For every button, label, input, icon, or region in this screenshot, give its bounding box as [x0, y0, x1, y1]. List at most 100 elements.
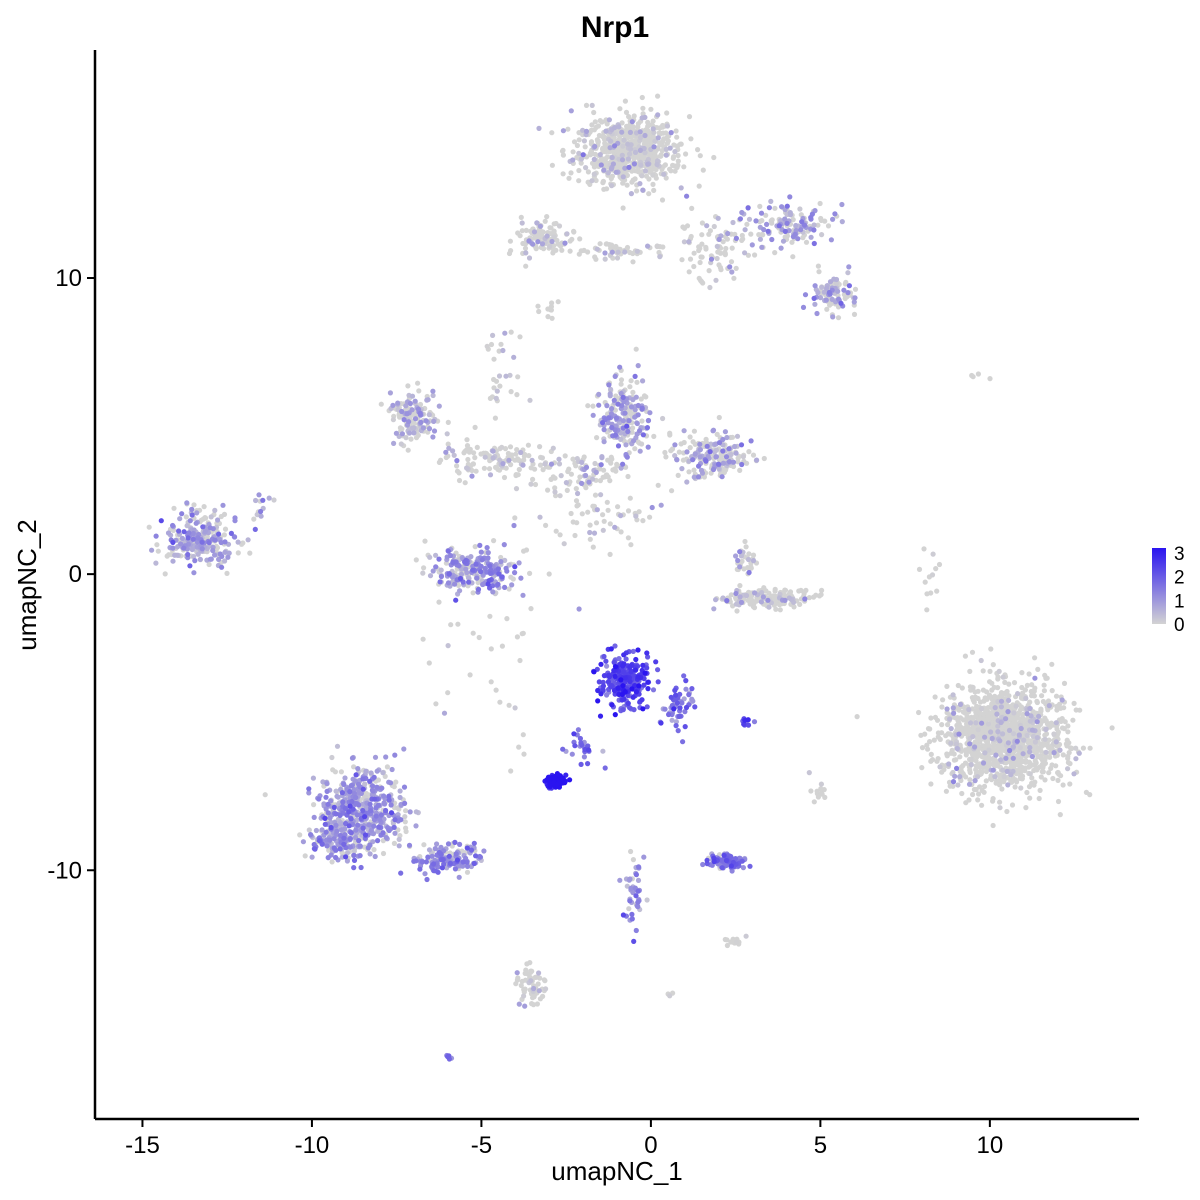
data-point: [708, 256, 715, 262]
data-point: [696, 463, 702, 469]
data-point: [640, 518, 646, 524]
data-point: [593, 124, 599, 130]
data-point: [696, 247, 702, 254]
data-point: [750, 552, 757, 558]
data-point: [403, 808, 409, 814]
data-point: [1012, 784, 1018, 790]
data-point: [639, 94, 645, 101]
data-point: [573, 498, 580, 504]
data-point: [691, 263, 697, 270]
data-point: [678, 441, 684, 447]
data-point: [630, 250, 636, 257]
data-point: [438, 573, 444, 580]
data-point: [425, 854, 431, 860]
data-point: [506, 562, 512, 568]
data-point: [464, 863, 471, 870]
data-point: [925, 746, 931, 752]
data-point: [445, 690, 451, 696]
data-point: [170, 558, 176, 564]
data-point: [957, 774, 963, 780]
data-point: [613, 169, 619, 175]
data-point: [560, 171, 566, 177]
data-point: [559, 247, 565, 253]
data-point: [686, 114, 693, 120]
data-point: [845, 290, 851, 296]
data-point: [647, 410, 653, 416]
data-point: [479, 557, 485, 563]
data-point: [941, 767, 947, 773]
data-point: [455, 621, 461, 627]
data-point: [472, 544, 478, 550]
data-point: [733, 450, 739, 456]
data-point: [699, 279, 705, 285]
data-point: [1029, 682, 1035, 688]
data-point: [383, 754, 389, 760]
data-point: [1005, 782, 1011, 788]
data-point: [722, 429, 729, 435]
data-point: [1042, 732, 1048, 738]
data-point: [944, 706, 950, 712]
data-point: [1007, 747, 1013, 754]
data-point: [729, 269, 735, 275]
data-point: [507, 372, 513, 378]
data-point: [391, 440, 397, 446]
data-point: [1029, 753, 1035, 760]
data-point: [720, 460, 727, 466]
data-point: [1067, 781, 1073, 787]
data-point: [464, 869, 471, 875]
data-point: [371, 823, 377, 829]
data-point: [1003, 755, 1009, 761]
data-point: [812, 283, 818, 289]
data-point: [988, 775, 994, 782]
data-point: [620, 461, 626, 467]
data-point: [355, 766, 361, 772]
data-point: [658, 502, 664, 508]
data-point: [991, 743, 997, 750]
data-point: [749, 242, 755, 248]
data-point: [608, 386, 614, 392]
data-point: [585, 403, 591, 409]
data-point: [916, 709, 922, 716]
data-point: [508, 248, 514, 254]
data-point: [609, 154, 615, 161]
data-point: [726, 459, 733, 465]
data-point: [743, 544, 749, 550]
data-point: [998, 704, 1005, 710]
data-point: [995, 744, 1001, 750]
data-point: [727, 264, 733, 270]
data-point: [681, 164, 687, 170]
data-point: [618, 529, 624, 535]
data-point: [707, 284, 713, 291]
data-point: [523, 250, 529, 256]
data-point: [302, 853, 308, 859]
data-point: [1037, 787, 1043, 794]
data-point: [980, 668, 986, 674]
data-point: [798, 587, 804, 594]
data-point: [490, 455, 496, 461]
data-point: [674, 134, 680, 140]
data-point: [628, 885, 634, 891]
data-point: [446, 445, 452, 451]
data-point: [426, 847, 433, 853]
data-point: [985, 721, 992, 727]
data-point: [457, 841, 463, 848]
data-point: [422, 871, 428, 877]
data-point: [726, 446, 732, 452]
data-point: [1038, 774, 1044, 780]
data-point: [164, 553, 170, 559]
data-point: [996, 694, 1002, 700]
data-point: [974, 703, 980, 709]
data-point: [732, 443, 738, 450]
data-point: [1029, 727, 1036, 733]
data-point: [598, 162, 604, 168]
data-point: [750, 558, 757, 564]
data-point: [703, 246, 709, 252]
data-point: [631, 161, 638, 167]
data-point: [659, 197, 666, 203]
data-point: [1040, 769, 1046, 775]
data-point: [1073, 756, 1079, 762]
data-point: [991, 761, 997, 767]
data-point: [504, 616, 510, 622]
data-point: [981, 727, 987, 733]
data-point: [672, 442, 678, 448]
